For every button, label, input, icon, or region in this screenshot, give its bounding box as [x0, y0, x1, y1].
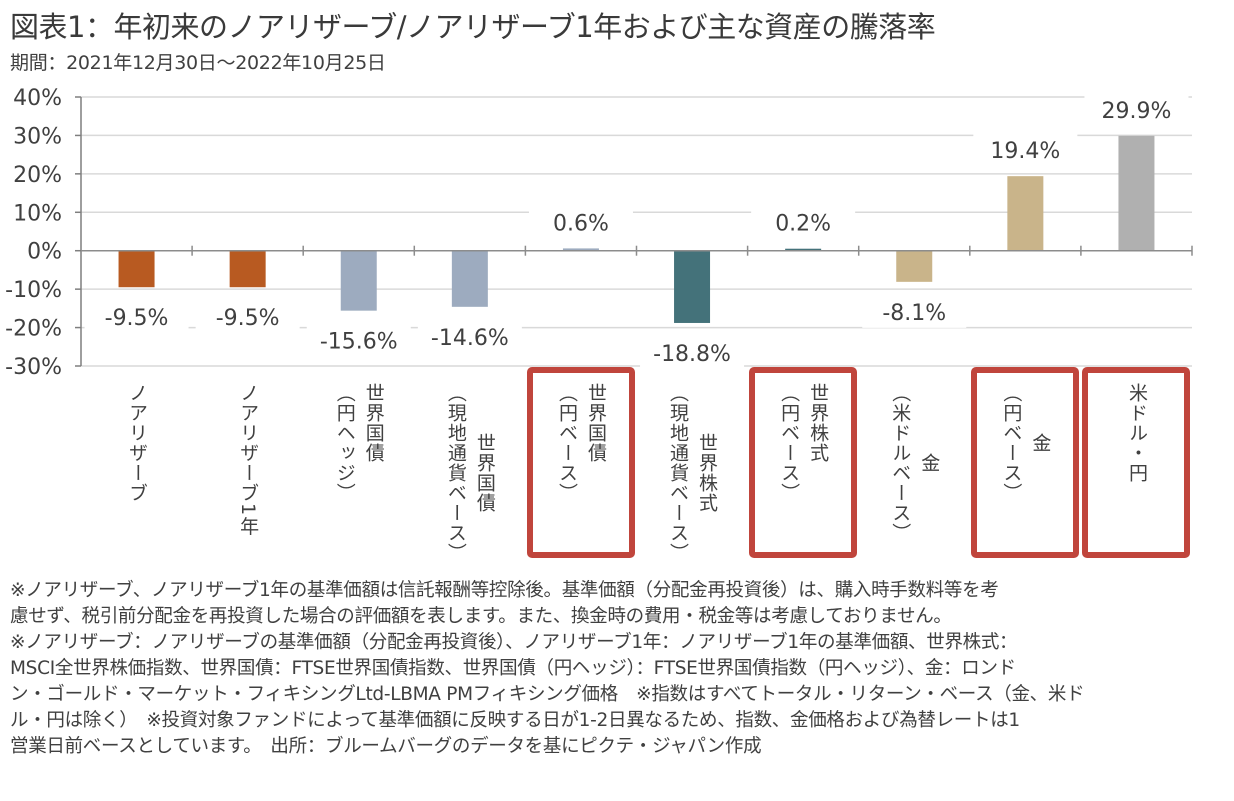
- bar: [1007, 176, 1044, 251]
- data-label: 19.4%: [990, 139, 1060, 164]
- category-label-main: ノアリザーブ: [126, 383, 149, 503]
- y-tick-label: 0%: [27, 240, 62, 265]
- category-label: 米ドル・円: [1124, 383, 1149, 483]
- data-label-bg: [528, 206, 633, 239]
- data-label-bg: [195, 301, 300, 334]
- data-label-bg: [417, 320, 522, 353]
- highlight-box: [971, 367, 1080, 558]
- axes: [75, 96, 1193, 367]
- data-label: -14.6%: [431, 326, 509, 351]
- bar: [118, 250, 155, 288]
- bar: [451, 250, 488, 307]
- highlight-box: [526, 367, 635, 558]
- data-label-bg: [1084, 93, 1189, 126]
- footnote-line: ン・ゴールド・マーケット・フィキシングLtd-LBMA PMフィキシング価格 ※…: [10, 684, 1085, 705]
- highlight-box: [749, 367, 858, 558]
- footnotes: ※ノアリザーブ、ノアリザーブ1年の基準価額は信託報酬等控除後。基準価額（分配金再…: [10, 578, 1230, 760]
- y-tick-label: 40%: [13, 86, 62, 111]
- y-tick-label: 10%: [13, 201, 62, 226]
- category-label-main: 金: [1029, 433, 1052, 453]
- category-label: 金 （円ベース）: [998, 383, 1052, 503]
- y-tick-label: -10%: [5, 278, 62, 303]
- data-label-bg: [640, 336, 745, 369]
- bar: [229, 250, 266, 288]
- chart-title: 図表1：年初来のノアリザーブ/ノアリザーブ1年および主な資産の騰落率: [10, 10, 936, 44]
- data-label: -8.1%: [882, 301, 946, 326]
- category-label-sub: （円ベース）: [1000, 383, 1023, 503]
- category-label-sub: （円ベース）: [778, 383, 801, 503]
- bar-chart: 40% 30% 20% 10% 0% -10% -20% -30% -9.5% -9.5% -15…: [5, 86, 1193, 380]
- data-label-bg: [84, 301, 189, 334]
- category-label-main: 米ドル・円: [1125, 383, 1148, 483]
- data-label: -9.5%: [216, 306, 280, 331]
- y-tick-label: -30%: [5, 355, 62, 380]
- category-label-sub: （米ドルベース）: [889, 383, 912, 543]
- data-label: 0.2%: [775, 212, 831, 237]
- footnote-line: 慮せず、税引前分配金を再投資した場合の評価額を表します。また、換金時の費用・税金…: [10, 606, 952, 627]
- category-label: 世界株式 （現地通貨ベース）: [665, 383, 719, 563]
- chart-period: 期間：2021年12月30日～2022年10月25日: [10, 52, 386, 74]
- category-label-main: 世界国債: [362, 383, 385, 463]
- category-label-main: 世界国債: [473, 433, 496, 513]
- bar: [896, 250, 933, 282]
- bar: [1118, 135, 1155, 251]
- category-label: 金 （米ドルベース）: [887, 383, 941, 543]
- bar: [785, 248, 822, 251]
- bars: [118, 135, 1155, 323]
- y-tick-label: -20%: [5, 317, 62, 342]
- y-tick-label: 20%: [13, 163, 62, 188]
- category-label: 世界株式 （円ベース）: [776, 383, 830, 503]
- footnote-line: ※ノアリザーブ：ノアリザーブの基準価額（分配金再投資後）、ノアリザーブ1年：ノア…: [10, 632, 1018, 653]
- category-label: 世界国債 （円ベース）: [554, 383, 608, 503]
- category-label: ノアリザーブ: [124, 383, 149, 503]
- category-label-sub: （円ベース）: [555, 383, 578, 503]
- data-label: -18.8%: [653, 342, 731, 367]
- bar: [562, 248, 599, 251]
- data-label: -9.5%: [105, 306, 169, 331]
- data-label: 0.6%: [553, 211, 609, 236]
- data-labels: -9.5% -9.5% -15.6% -14.6% 0.6% -18.8% 0.2% -8.1…: [84, 93, 1189, 369]
- category-label-main: 世界株式: [696, 433, 719, 513]
- data-label: 29.9%: [1102, 99, 1172, 124]
- category-label-main: 世界国債: [584, 383, 607, 463]
- category-label: ノアリザーブ1年: [235, 383, 260, 536]
- data-label-bg: [973, 134, 1078, 167]
- y-tick-label: 30%: [13, 124, 62, 149]
- bar: [674, 250, 711, 323]
- category-label-sub: （現地通貨ベース）: [444, 383, 467, 563]
- highlight-box: [1082, 367, 1191, 558]
- category-label: 世界国債 （円ヘッジ）: [332, 383, 386, 503]
- data-label-bg: [862, 295, 967, 328]
- category-label-main: ノアリザーブ1年: [237, 383, 260, 537]
- footnote-line: ※ノアリザーブ、ノアリザーブ1年の基準価額は信託報酬等控除後。基準価額（分配金再…: [10, 580, 999, 601]
- data-label: -15.6%: [320, 330, 398, 355]
- y-tick-labels: 40% 30% 20% 10% 0% -10% -20% -30%: [5, 86, 62, 380]
- category-label-main: 世界株式: [807, 383, 830, 463]
- footnote-line: ル・円は除く） ※投資対象ファンドによって基準価額に反映する日が1-2日異なるた…: [10, 710, 1020, 731]
- category-label-sub: （現地通貨ベース）: [667, 383, 690, 563]
- data-label-bg: [751, 206, 856, 239]
- category-label-main: 金: [918, 453, 941, 473]
- footnote-line: MSCI全世界株価指数、世界国債：FTSE世界国債指数、世界国債（円ヘッジ）：F…: [10, 658, 1016, 679]
- data-label-bg: [306, 324, 411, 357]
- category-label: 世界国債 （現地通貨ベース）: [443, 383, 497, 563]
- footnote-line: 営業日前ベースとしています。 出所：ブルームバーグのデータを基にピクテ・ジャパン…: [10, 736, 762, 757]
- category-label-sub: （円ヘッジ）: [333, 383, 356, 503]
- bar: [340, 250, 377, 311]
